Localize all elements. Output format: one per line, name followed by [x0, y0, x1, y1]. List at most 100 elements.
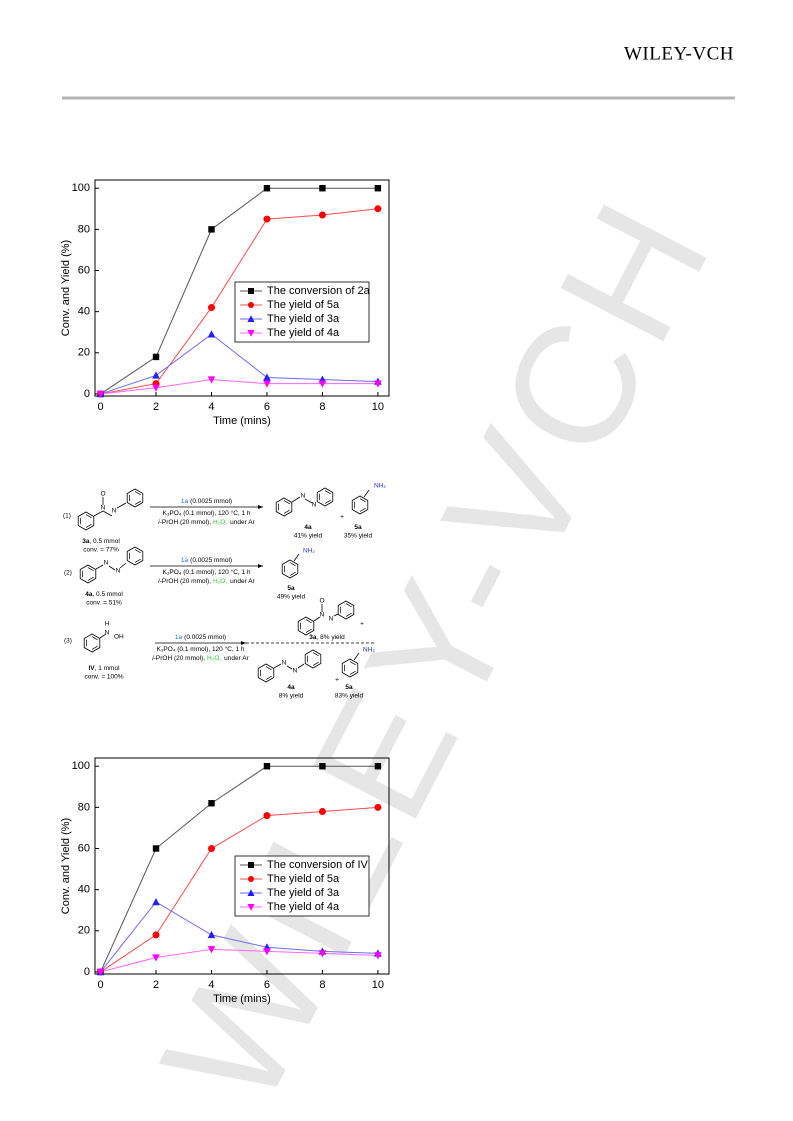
scheme-text: + [340, 514, 344, 521]
scheme-text: 49% yield [277, 594, 306, 601]
series-line [100, 948, 378, 973]
y-tick-label: 100 [72, 182, 90, 194]
scheme-text: NH₂ [303, 548, 315, 555]
marker [152, 371, 160, 379]
marker [263, 812, 271, 820]
scheme-line: K₃PO₄ (0.1 mmol), 120 °C, 1 h [162, 509, 250, 517]
ring-bond [87, 567, 94, 572]
benzene-ring [341, 658, 359, 678]
bond [273, 663, 282, 669]
series-line [100, 901, 378, 973]
x-tick-label: 8 [319, 401, 325, 413]
scheme-text: 5a [345, 684, 353, 691]
ring-bond [85, 523, 92, 528]
scheme-text: conv. = 51% [86, 600, 122, 607]
legend-box [234, 855, 370, 917]
bond [333, 613, 339, 617]
benzene-ring [281, 559, 299, 579]
marker [152, 931, 160, 939]
publisher-logo: WILEY-VCH [624, 43, 734, 64]
ring-bond [359, 498, 366, 503]
legend-box [234, 281, 370, 343]
scheme-text: 1a [181, 498, 189, 505]
ring-bond [91, 636, 98, 641]
scheme-text: 4a [304, 524, 312, 531]
y-tick-label: 80 [78, 801, 90, 813]
scheme-text: K₃PO₄ (0.1 mmol), 120 °C, 1 h [162, 509, 250, 517]
scheme-text: K₃PO₄ (0.1 mmol), 120 °C, 1 h [156, 645, 244, 653]
scheme-text: (0.0025 mmol) [184, 634, 226, 641]
scheme-line: 5a [345, 684, 353, 691]
marker [207, 845, 215, 853]
y-tick-label: 20 [78, 925, 90, 937]
marker [207, 946, 216, 954]
legend-label: The yield of 3a [267, 887, 340, 899]
marker [207, 376, 216, 384]
y-tick-label: 60 [78, 264, 90, 276]
scheme-text: O [100, 491, 105, 498]
scheme-text: under Ar [230, 519, 255, 526]
scheme-text: N [301, 493, 306, 500]
bond [116, 502, 127, 509]
benzene-ring [257, 663, 275, 683]
marker [152, 898, 160, 906]
benzene-ring [126, 488, 144, 508]
scheme-text: -PrOH (20 mmol), [154, 655, 205, 662]
benzene-ring [337, 600, 355, 620]
bond [93, 510, 104, 517]
bond [291, 496, 301, 503]
scheme-text: O [319, 598, 324, 605]
marker [374, 763, 382, 770]
scheme-text: 1a [175, 634, 183, 641]
legend-label: The yield of 4a [267, 327, 340, 339]
benzene-ring [126, 546, 144, 566]
benzene-ring [83, 633, 101, 653]
scheme-text: K₃PO₄ (0.1 mmol), 120 °C, 1 h [162, 568, 250, 576]
scheme-line: 3a, 8% yield [309, 634, 345, 641]
scheme-text: N [320, 612, 325, 619]
scheme-text: H₂O, [207, 655, 221, 662]
legend-marker [248, 876, 254, 882]
y-tick-label: 100 [72, 760, 90, 772]
marker [263, 948, 271, 956]
y-tick-label: 60 [78, 842, 90, 854]
marker [152, 384, 160, 392]
marker [96, 390, 105, 398]
scheme-line: IV, 1 mmol [88, 665, 120, 672]
scheme-text: i [158, 578, 160, 585]
scheme-text: N [293, 668, 298, 675]
ring-bond [345, 612, 352, 617]
marker [374, 803, 382, 811]
scheme-text: 3a [309, 634, 317, 641]
ring-bond [283, 509, 290, 514]
bond [286, 665, 293, 670]
marker [152, 954, 160, 962]
legend-label: The yield of 3a [267, 313, 340, 325]
marker [374, 205, 382, 213]
scheme-text: 5a [287, 585, 295, 592]
ring-bond [359, 507, 366, 512]
series-line [100, 208, 378, 395]
ring-bond [134, 491, 141, 496]
scheme-text: H [105, 621, 110, 628]
scheme-text: i [152, 655, 154, 662]
scheme-text: (0.0025 mmol) [190, 557, 232, 564]
bond [353, 652, 360, 661]
ring-bond [91, 645, 98, 650]
scheme-line: 4a, 0.5 mmol [85, 591, 123, 598]
ring-bond [85, 514, 92, 519]
x-tick-label: 6 [264, 979, 270, 991]
series-line [100, 333, 378, 395]
y-tick-label: 40 [78, 884, 90, 896]
scheme-line: K₃PO₄ (0.1 mmol), 120 °C, 1 h [156, 645, 244, 653]
marker [318, 807, 326, 815]
x-tick-label: 6 [264, 401, 270, 413]
scheme-text: -PrOH (20 mmol), [160, 519, 211, 526]
ring-bond [289, 571, 296, 576]
scheme-text: H₂O, [213, 578, 227, 585]
benzene-ring [304, 649, 322, 669]
y-tick-label: 80 [78, 223, 90, 235]
legend-label: The conversion of IV [267, 859, 369, 871]
marker [374, 380, 382, 388]
bond [297, 663, 305, 669]
